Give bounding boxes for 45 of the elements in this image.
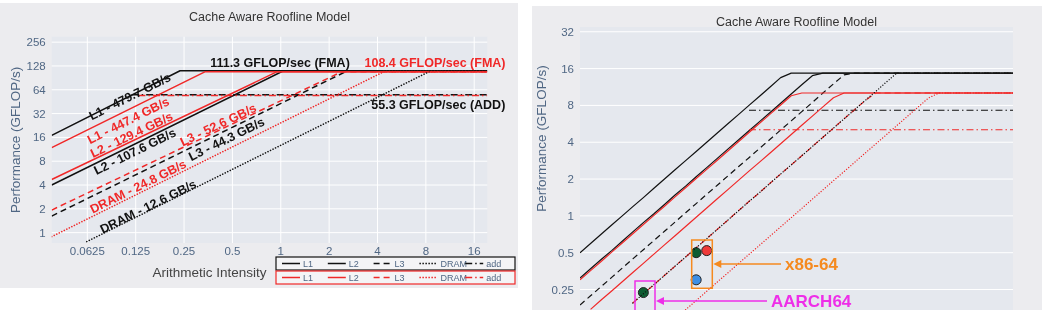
x-tick-label: 8 xyxy=(422,245,430,257)
y-tick-label: 16 xyxy=(32,131,46,144)
legend-label: DRAM xyxy=(440,273,467,283)
y-tick-label: 1 xyxy=(567,209,574,222)
legend-label: add xyxy=(486,273,502,283)
x-tick-label: 0.0625 xyxy=(69,245,105,257)
annotation: 55.3 GFLOP/sec (ADD) xyxy=(371,98,506,112)
legend-label: L3 xyxy=(394,273,405,283)
legend-label: L1 xyxy=(303,259,314,269)
annotation: AARCH64 xyxy=(771,291,852,310)
y-tick-label: 8 xyxy=(567,99,574,112)
y-axis-title: Performance (GFLOP/s) xyxy=(533,65,549,212)
legend-label: DRAM xyxy=(440,259,467,269)
y-tick-label: 32 xyxy=(561,25,574,38)
y-tick-label: 8 xyxy=(39,155,46,168)
x-tick-label: 1 xyxy=(277,245,284,257)
chart-title: Cache Aware Roofline Model xyxy=(189,10,350,24)
x-tick-label: 4 xyxy=(374,245,382,257)
y-tick-label: 32 xyxy=(32,107,46,120)
legend-label: L2 xyxy=(348,273,359,283)
legend-label: add xyxy=(486,259,502,269)
y-tick-label: 16 xyxy=(561,62,574,75)
annotation: 111.3 GFLOP/sec (FMA) xyxy=(210,56,350,71)
y-tick-label: 256 xyxy=(26,36,46,49)
y-tick-label: 4 xyxy=(567,136,575,149)
legend-label: L2 xyxy=(348,259,359,269)
annotation: x86-64 xyxy=(785,254,839,274)
y-axis-title: Performance (GFLOP/s) xyxy=(8,66,24,213)
y-tick-label: 64 xyxy=(32,83,47,96)
y-tick-label: 4 xyxy=(39,179,47,192)
x-tick-label: 0.25 xyxy=(172,245,196,257)
y-tick-label: 2 xyxy=(39,202,46,215)
y-tick-label: 1 xyxy=(39,226,46,239)
x-tick-label: 16 xyxy=(467,245,481,257)
x-tick-label: 0.5 xyxy=(224,245,241,257)
y-tick-label: 128 xyxy=(26,59,46,72)
legend-label: L3 xyxy=(394,259,405,269)
legend-label: L1 xyxy=(303,273,314,283)
chart-title: Cache Aware Roofline Model xyxy=(716,15,877,29)
y-tick-label: 0.25 xyxy=(551,283,574,296)
x-tick-label: 2 xyxy=(325,245,333,257)
annotation: 108.4 GFLOP/sec (FMA) xyxy=(364,56,506,71)
y-tick-label: 2 xyxy=(567,173,574,186)
x-axis-title: Arithmetic Intensity xyxy=(152,264,267,280)
x-tick-label: 0.125 xyxy=(121,245,151,257)
